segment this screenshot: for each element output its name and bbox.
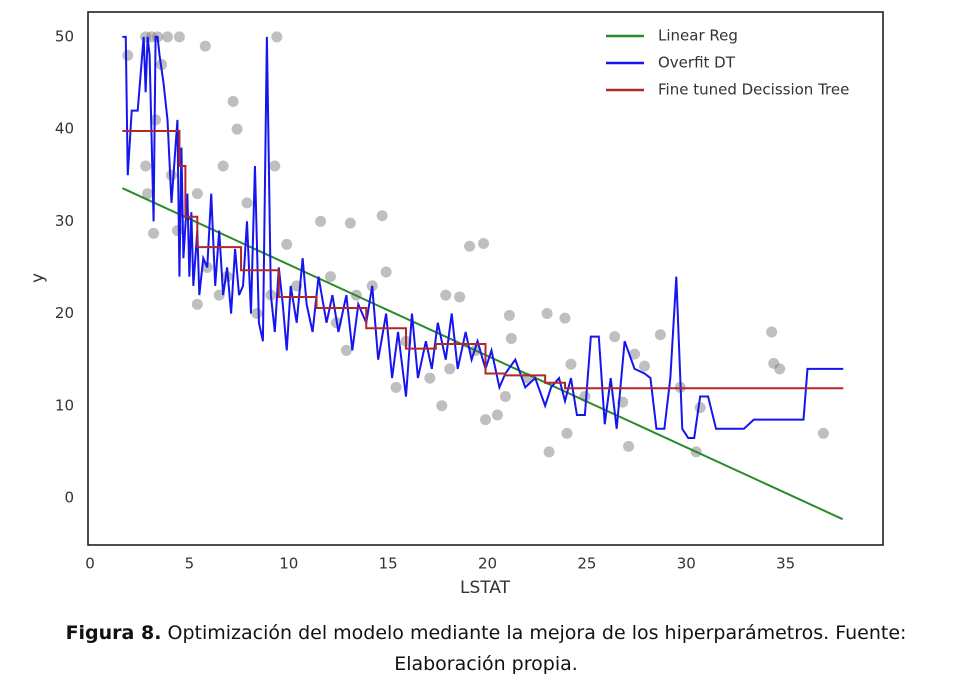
scatter-point bbox=[376, 210, 388, 222]
scatter-point bbox=[623, 440, 635, 452]
x-tick-label: 30 bbox=[677, 555, 696, 573]
scatter-point bbox=[478, 237, 490, 249]
x-tick-label: 15 bbox=[379, 555, 398, 573]
scatter-point bbox=[503, 309, 515, 321]
scatter-point bbox=[251, 308, 263, 320]
scatter-point bbox=[440, 289, 452, 301]
scatter-point bbox=[454, 291, 466, 303]
scatter-point bbox=[774, 363, 786, 375]
scatter-point bbox=[639, 360, 650, 372]
x-tick-label: 0 bbox=[85, 555, 95, 573]
scatter-point bbox=[271, 31, 283, 43]
scatter-point bbox=[491, 409, 503, 421]
scatter-point bbox=[191, 298, 203, 310]
scatter-point bbox=[148, 227, 160, 239]
chart: LSTAT y 0 5 10 15 20 25 30 35 0 10 20 30 40 50 Linear … bbox=[28, 11, 884, 598]
plot-frame bbox=[87, 11, 884, 546]
line-series bbox=[122, 129, 844, 390]
scatter-point bbox=[380, 266, 392, 278]
scatter-point bbox=[609, 331, 621, 343]
scatter-point bbox=[269, 160, 281, 172]
caption-label: Figura 8. bbox=[65, 622, 162, 644]
x-axis-label: LSTAT bbox=[460, 578, 511, 598]
scatter-point bbox=[191, 188, 203, 200]
line-series bbox=[121, 187, 844, 521]
scatter-point bbox=[444, 363, 456, 375]
scatter-point bbox=[344, 217, 356, 229]
scatter-point bbox=[231, 123, 243, 135]
y-tick-label: 40 bbox=[55, 120, 74, 138]
x-tick-label: 5 bbox=[185, 555, 195, 573]
scatter-point bbox=[390, 381, 402, 393]
scatter-point bbox=[694, 402, 706, 414]
caption: Figura 8. Optimización del modelo median… bbox=[36, 618, 936, 680]
scatter-point bbox=[436, 400, 448, 412]
scatter-point bbox=[241, 197, 253, 209]
scatter-point bbox=[165, 169, 177, 181]
scatter-point bbox=[559, 312, 571, 324]
scatter-point bbox=[541, 308, 553, 320]
x-tick-label: 20 bbox=[478, 555, 497, 573]
legend-label: Fine tuned Decission Tree bbox=[658, 81, 849, 99]
scatter-point bbox=[140, 160, 152, 172]
scatter-point bbox=[499, 391, 511, 403]
scatter-point bbox=[543, 446, 555, 458]
scatter-point bbox=[217, 160, 229, 172]
scatter-point bbox=[505, 332, 517, 344]
scatter-point bbox=[213, 289, 225, 301]
scatter-point bbox=[766, 326, 778, 338]
scatter-point bbox=[324, 271, 336, 283]
y-tick-label: 10 bbox=[55, 396, 74, 414]
scatter-point bbox=[199, 40, 211, 52]
x-tick-label: 35 bbox=[776, 555, 795, 573]
scatter-point bbox=[173, 31, 185, 43]
caption-text: Optimización del modelo mediante la mejo… bbox=[167, 622, 907, 675]
line-series bbox=[122, 35, 844, 440]
scatter-point bbox=[561, 427, 573, 439]
scatter-point bbox=[171, 225, 183, 237]
scatter-point bbox=[162, 31, 173, 43]
y-tick-label: 0 bbox=[64, 488, 74, 506]
y-tick-label: 50 bbox=[55, 27, 74, 45]
x-tick-label: 25 bbox=[577, 555, 596, 573]
scatter-point bbox=[340, 344, 352, 356]
scatter-point bbox=[122, 49, 134, 61]
y-axis-label: y bbox=[28, 273, 48, 283]
y-tick-label: 30 bbox=[55, 212, 74, 230]
scatter-point bbox=[480, 414, 491, 426]
x-tick-label: 10 bbox=[279, 555, 298, 573]
legend-label: Linear Reg bbox=[658, 27, 738, 45]
scatter-point bbox=[281, 238, 293, 250]
scatter-point bbox=[817, 427, 829, 439]
scatter-point bbox=[315, 215, 327, 227]
scatter-point bbox=[654, 329, 666, 341]
scatter-point bbox=[629, 348, 641, 360]
scatter-point bbox=[424, 372, 436, 384]
scatter-point bbox=[142, 188, 154, 200]
y-tick-label: 20 bbox=[55, 304, 74, 322]
legend-label: Overfit DT bbox=[658, 54, 736, 72]
scatter-point bbox=[565, 358, 577, 370]
scatter-point bbox=[227, 95, 239, 107]
scatter-point bbox=[464, 240, 476, 252]
